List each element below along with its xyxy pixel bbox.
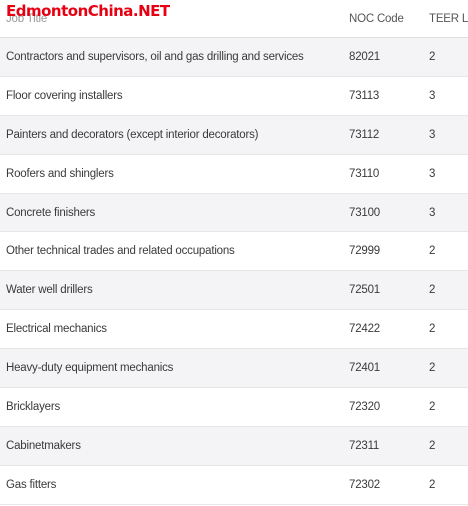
teer-level-cell: 2 xyxy=(429,439,436,452)
table-row: Roofers and shinglers 73110 3 xyxy=(0,154,468,194)
table-row: Bricklayers 72320 2 xyxy=(0,388,468,427)
table-header-row: Job Title NOC Code TEER Le xyxy=(0,0,468,38)
teer-level-cell: 2 xyxy=(429,323,436,336)
teer-level-cell: 2 xyxy=(429,245,436,258)
table-row: Gas fitters 72302 2 xyxy=(0,465,468,505)
job-title-cell: Heavy-duty equipment mechanics xyxy=(6,362,174,375)
table-row: Contractors and supervisors, oil and gas… xyxy=(0,38,468,77)
job-title-cell: Floor covering installers xyxy=(6,89,123,102)
noc-code-cell: 82021 xyxy=(349,50,380,63)
header-teer-level: TEER Le xyxy=(429,12,468,25)
job-title-cell: Bricklayers xyxy=(6,400,61,413)
noc-code-cell: 72320 xyxy=(349,400,380,413)
teer-level-cell: 2 xyxy=(429,478,436,491)
noc-code-cell: 72302 xyxy=(349,478,380,491)
teer-level-cell: 2 xyxy=(429,400,436,413)
teer-level-cell: 2 xyxy=(429,362,436,375)
job-title-cell: Gas fitters xyxy=(6,478,57,491)
job-title-cell: Electrical mechanics xyxy=(6,323,107,336)
job-title-cell: Painters and decorators (except interior… xyxy=(6,128,259,141)
teer-level-cell: 2 xyxy=(429,284,436,297)
table-row: Heavy-duty equipment mechanics 72401 2 xyxy=(0,349,468,389)
job-title-cell: Concrete finishers xyxy=(6,206,96,219)
table-row: Painters and decorators (except interior… xyxy=(0,115,468,155)
header-job-title: Job Title xyxy=(6,12,48,25)
job-title-cell: Other technical trades and related occup… xyxy=(6,245,235,258)
job-title-cell: Water well drillers xyxy=(6,284,93,297)
table-row: Concrete finishers 73100 3 xyxy=(0,193,468,233)
table-row: Cabinetmakers 72311 2 xyxy=(0,426,468,466)
table-row: Floor covering installers 73113 3 xyxy=(0,76,468,116)
table-row: Water well drillers 72501 2 xyxy=(0,271,468,311)
table-row: Other technical trades and related occup… xyxy=(0,232,468,272)
noc-code-cell: 73100 xyxy=(349,206,380,219)
noc-code-cell: 72311 xyxy=(349,439,380,452)
noc-code-cell: 72422 xyxy=(349,323,380,336)
noc-code-cell: 72999 xyxy=(349,245,380,258)
noc-code-cell: 73112 xyxy=(349,128,380,141)
noc-code-cell: 72501 xyxy=(349,284,380,297)
teer-level-cell: 3 xyxy=(429,167,436,180)
job-title-cell: Cabinetmakers xyxy=(6,439,81,452)
job-title-cell: Roofers and shinglers xyxy=(6,167,114,180)
noc-code-cell: 72401 xyxy=(349,362,380,375)
teer-level-cell: 3 xyxy=(429,206,436,219)
header-noc-code: NOC Code xyxy=(349,12,404,25)
teer-level-cell: 3 xyxy=(429,128,436,141)
teer-level-cell: 2 xyxy=(429,50,436,63)
job-title-cell: Contractors and supervisors, oil and gas… xyxy=(6,50,304,63)
teer-level-cell: 3 xyxy=(429,89,436,102)
noc-code-cell: 73113 xyxy=(349,89,380,102)
watermark-logo: EdmontonChina.NET xyxy=(6,2,170,20)
table-row: Electrical mechanics 72422 2 xyxy=(0,310,468,350)
noc-code-cell: 73110 xyxy=(349,167,380,180)
